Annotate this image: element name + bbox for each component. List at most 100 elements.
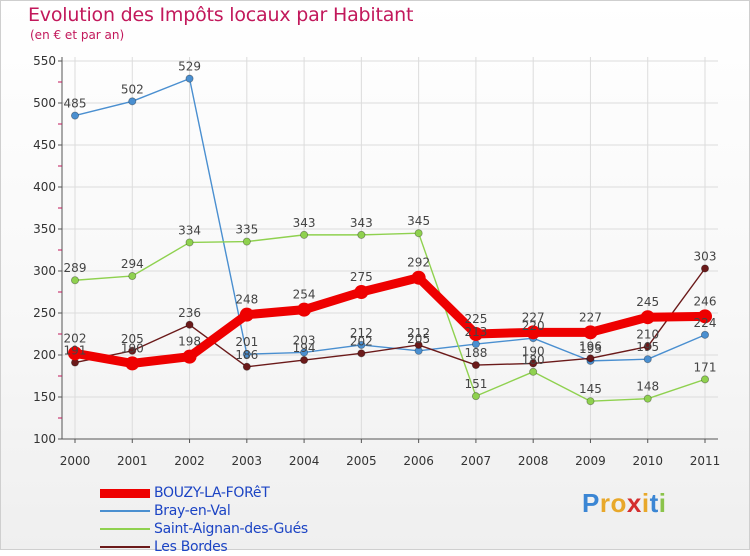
chart-subtitle: (en € et par an) [30, 28, 125, 42]
x-tick-label: 2005 [346, 454, 377, 468]
data-label: 210 [636, 328, 659, 342]
data-point [182, 349, 197, 364]
data-point [643, 394, 652, 403]
data-label: 294 [121, 257, 144, 271]
data-point [643, 342, 652, 351]
data-label: 334 [178, 223, 201, 237]
data-label: 196 [579, 339, 602, 353]
data-point [586, 397, 595, 406]
legend-swatch [100, 488, 150, 498]
data-label: 227 [579, 310, 602, 324]
legend-item: BOUZY-LA-FORêT [100, 484, 400, 502]
data-label: 248 [235, 293, 258, 307]
y-tick-label: 150 [33, 390, 56, 404]
data-label: 205 [407, 332, 430, 346]
data-label: 225 [464, 312, 487, 326]
logo-letter: t [649, 488, 659, 518]
series-line-2 [74, 232, 706, 402]
data-label: 275 [350, 270, 373, 284]
x-tick-label: 2004 [289, 454, 320, 468]
y-tick-label: 350 [33, 222, 56, 236]
data-point [471, 361, 480, 370]
data-point [701, 264, 710, 273]
chart-title: Evolution des Impôts locaux par Habitant [28, 4, 414, 26]
legend-label: Bray-en-Val [154, 503, 231, 519]
data-point [529, 367, 538, 376]
data-point [414, 229, 423, 238]
legend-label: BOUZY-LA-FORêT [154, 485, 270, 501]
data-label: 145 [579, 382, 602, 396]
data-label: 343 [350, 216, 373, 230]
data-label: 148 [636, 380, 659, 394]
x-tick-label: 2002 [174, 454, 205, 468]
logo-letter: i [658, 488, 667, 518]
data-label: 180 [522, 353, 545, 367]
legend-swatch [100, 546, 150, 548]
data-label: 236 [178, 306, 201, 320]
y-tick-label: 250 [33, 306, 56, 320]
data-label: 289 [64, 261, 87, 275]
data-label: 254 [293, 288, 316, 302]
data-point [185, 74, 194, 83]
x-tick-label: 2003 [232, 454, 263, 468]
data-label: 224 [694, 316, 717, 330]
series-line-1 [74, 77, 706, 362]
data-point [701, 330, 710, 339]
data-point [128, 272, 137, 281]
data-point [71, 111, 80, 120]
legend-item: Les Bordes [100, 538, 400, 556]
data-label: 198 [178, 335, 201, 349]
data-label: 202 [350, 334, 373, 348]
y-tick-label: 500 [33, 96, 56, 110]
data-label: 191 [64, 344, 87, 358]
legend-label: Les Bordes [154, 539, 228, 555]
y-tick-label: 450 [33, 138, 56, 152]
data-label: 205 [121, 332, 144, 346]
data-label: 245 [636, 295, 659, 309]
data-point [185, 320, 194, 329]
data-label: 292 [407, 256, 430, 270]
proxiti-logo: Proxiti [582, 488, 666, 519]
data-label: 335 [235, 223, 258, 237]
data-label: 203 [293, 333, 316, 347]
chart-legend: BOUZY-LA-FORêT Bray-en-Val Saint-Aignan-de… [100, 484, 400, 556]
data-point [242, 237, 251, 246]
chart-axes: 100 150 200 250 300 350 400 450 500 550 2000 2001 20… [33, 54, 720, 468]
data-point [68, 346, 82, 361]
y-tick-label: 200 [33, 348, 56, 362]
data-point [357, 230, 366, 239]
data-point [357, 340, 366, 349]
y-tick-label: 550 [33, 54, 56, 68]
data-point [300, 230, 309, 239]
data-point [297, 302, 312, 317]
y-tick-label: 100 [33, 432, 56, 446]
logo-letter: o [610, 488, 627, 518]
data-point [640, 310, 655, 325]
data-point [526, 325, 541, 340]
data-label: 202 [64, 331, 87, 345]
data-label: 220 [522, 319, 545, 333]
data-point [586, 354, 595, 363]
data-point [698, 309, 712, 324]
data-label: 186 [235, 348, 258, 362]
data-label: 485 [64, 97, 87, 111]
legend-swatch [100, 528, 150, 530]
x-tick-label: 2000 [60, 454, 91, 468]
data-point [242, 362, 251, 371]
logo-letter: P [582, 488, 600, 518]
y-tick-label: 400 [33, 180, 56, 194]
legend-item: Saint-Aignan-des-Gués [100, 520, 400, 538]
x-tick-label: 2008 [518, 454, 549, 468]
legend-swatch [100, 510, 150, 512]
data-point [242, 350, 251, 359]
data-label: 212 [407, 326, 430, 340]
data-point [354, 285, 369, 299]
data-label: 201 [235, 335, 258, 349]
data-label: 502 [121, 82, 144, 96]
y-tick-label: 300 [33, 264, 56, 278]
series-layer [68, 74, 712, 406]
data-label: 343 [293, 216, 316, 230]
data-label: 303 [694, 249, 717, 263]
data-label: 171 [694, 360, 717, 374]
